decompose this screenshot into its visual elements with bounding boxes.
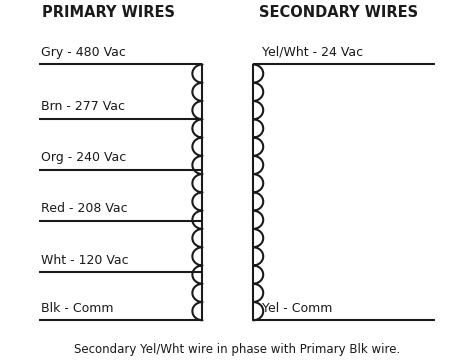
Text: Yel - Comm: Yel - Comm [262, 302, 333, 315]
Text: Red - 208 Vac: Red - 208 Vac [41, 202, 128, 215]
Text: PRIMARY WIRES: PRIMARY WIRES [42, 5, 174, 20]
Text: SECONDARY WIRES: SECONDARY WIRES [259, 5, 418, 20]
Text: Gry - 480 Vac: Gry - 480 Vac [41, 46, 127, 59]
Text: Yel/Wht - 24 Vac: Yel/Wht - 24 Vac [262, 46, 364, 59]
Text: Brn - 277 Vac: Brn - 277 Vac [41, 100, 126, 113]
Text: Org - 240 Vac: Org - 240 Vac [41, 151, 127, 164]
Text: Blk - Comm: Blk - Comm [41, 302, 114, 315]
Text: Wht - 120 Vac: Wht - 120 Vac [41, 253, 129, 266]
Text: Secondary Yel/Wht wire in phase with Primary Blk wire.: Secondary Yel/Wht wire in phase with Pri… [74, 343, 400, 356]
